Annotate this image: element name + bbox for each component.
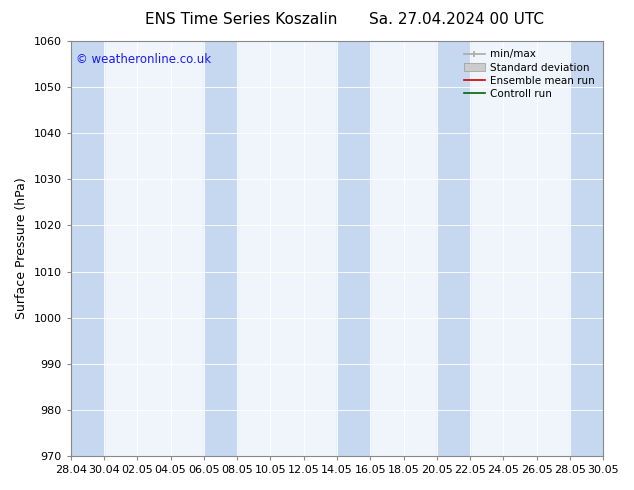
Text: © weatheronline.co.uk: © weatheronline.co.uk bbox=[76, 53, 211, 67]
Bar bbox=[71, 41, 104, 456]
Bar bbox=[204, 41, 237, 456]
Legend: min/max, Standard deviation, Ensemble mean run, Controll run: min/max, Standard deviation, Ensemble me… bbox=[460, 45, 599, 103]
Bar bbox=[437, 41, 470, 456]
Bar bbox=[570, 41, 603, 456]
Y-axis label: Surface Pressure (hPa): Surface Pressure (hPa) bbox=[15, 178, 28, 319]
Text: ENS Time Series Koszalin: ENS Time Series Koszalin bbox=[145, 12, 337, 27]
Text: Sa. 27.04.2024 00 UTC: Sa. 27.04.2024 00 UTC bbox=[369, 12, 544, 27]
Bar bbox=[337, 41, 370, 456]
